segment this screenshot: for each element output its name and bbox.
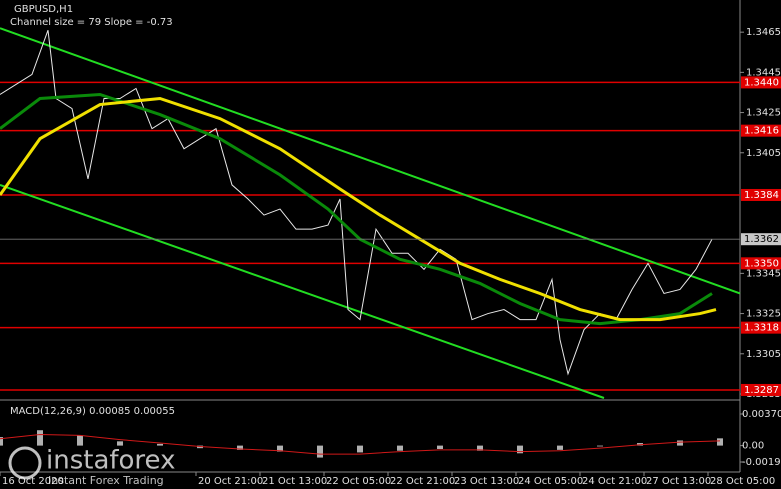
y-tick-label: 1.3305: [746, 349, 781, 360]
x-tick-label: 22 Oct 05:00: [326, 476, 391, 487]
y-tick-label: 0.00370: [742, 409, 781, 420]
macd-bar: [157, 443, 163, 446]
macd-bar: [77, 435, 83, 446]
level-tag: [741, 76, 781, 89]
logo-mark: [8, 446, 42, 480]
brand: instaforex: [46, 446, 175, 476]
level-tag: [741, 124, 781, 137]
x-tick-label: 16 Oct 2020: [2, 476, 64, 487]
macd-bar: [37, 430, 43, 446]
x-tick-label: 24 Oct 05:00: [518, 476, 583, 487]
last-price-label: 1.3362: [744, 234, 779, 245]
y-tick-label: 1.3345: [746, 268, 781, 279]
chart-subtitle: Channel size = 79 Slope = -0.73: [10, 17, 173, 28]
level-tag: [741, 321, 781, 334]
y-tick-label: 1.3445: [746, 67, 781, 78]
macd-bar: [717, 438, 723, 446]
x-tick-label: 22 Oct 21:00: [390, 476, 455, 487]
level-label: 1.3384: [744, 190, 779, 201]
price-line: [0, 29, 713, 376]
x-tick-label: 28 Oct 05:00: [710, 476, 775, 487]
macd-bar: [677, 440, 683, 446]
x-tick-label: 23 Oct 13:00: [454, 476, 519, 487]
level-tag: [741, 383, 781, 396]
macd-bar: [357, 445, 363, 453]
level-tag: [741, 257, 781, 270]
x-tick-label: 27 Oct 13:00: [646, 476, 711, 487]
macd-bar: [277, 445, 283, 452]
level-tag: [741, 188, 781, 201]
macd-bar: [597, 445, 603, 447]
tagline: Instant Forex Trading: [48, 474, 164, 487]
macd-bar: [517, 445, 523, 454]
x-tick-label: 24 Oct 21:00: [582, 476, 647, 487]
signal-line: [0, 433, 721, 455]
channel-line: [0, 183, 605, 399]
y-tick-label: 1.3465: [746, 27, 781, 38]
level-label: 1.3318: [744, 323, 779, 334]
watermark: instaforex Instant Forex Trading: [8, 446, 175, 487]
level-label: 1.3440: [744, 77, 779, 88]
y-tick-label: -0.00192: [742, 457, 781, 468]
level-label: 1.3350: [744, 258, 779, 269]
level-label: 1.3287: [744, 385, 779, 396]
chart-title: GBPUSD,H1: [14, 4, 73, 15]
last-price-tag: [741, 233, 781, 246]
x-tick-label: 20 Oct 21:00: [198, 476, 263, 487]
macd-bar: [397, 445, 403, 451]
moving-average: [0, 92, 713, 326]
level-label: 1.3416: [744, 126, 779, 137]
macd-bar: [317, 445, 323, 458]
macd-bar: [117, 441, 123, 446]
macd-bar: [557, 445, 563, 450]
y-tick-label: 1.3405: [746, 148, 781, 159]
macd-bar: [437, 445, 443, 450]
macd-bar: [477, 445, 483, 451]
channel-line: [0, 27, 741, 295]
y-tick-label: 1.3425: [746, 108, 781, 119]
macd-title: MACD(12,26,9) 0.00085 0.00055: [10, 406, 175, 417]
y-tick-label: 1.3325: [746, 309, 781, 320]
macd-bar: [0, 437, 3, 446]
x-tick-label: 21 Oct 13:00: [262, 476, 327, 487]
y-tick-label: 0.00: [742, 441, 764, 452]
macd-bar: [237, 445, 243, 450]
